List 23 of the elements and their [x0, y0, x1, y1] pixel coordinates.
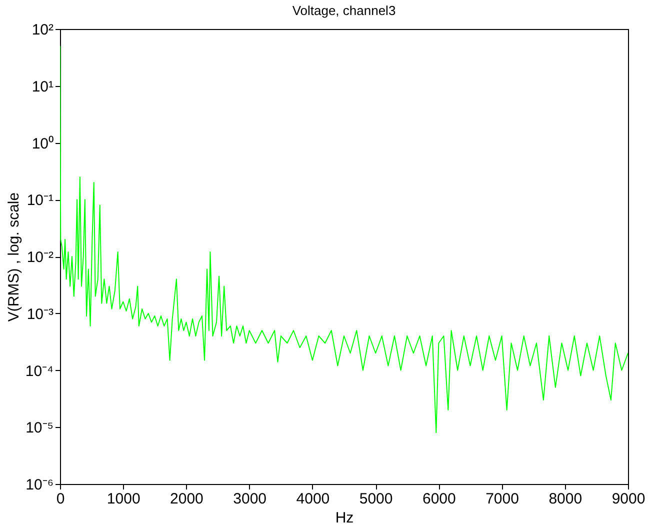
y-tick-label: 10⁻¹: [26, 192, 54, 210]
x-tick-label: 8000: [548, 490, 582, 508]
x-tick-label: 7000: [486, 490, 519, 508]
x-tick-label: 4000: [296, 490, 330, 508]
x-axis-title: Hz: [335, 510, 354, 526]
chart-title: Voltage, channel3: [292, 3, 396, 18]
y-tick-label: 10⁻⁵: [26, 420, 54, 437]
y-tick-label: 10⁻⁶: [26, 476, 54, 494]
x-tick-label: 2000: [170, 490, 204, 508]
y-tick-label: 10¹: [32, 78, 54, 96]
x-tick-label: 5000: [359, 490, 393, 508]
y-tick-label: 10⁻²: [26, 249, 54, 266]
x-tick-label: 9000: [612, 490, 646, 508]
y-tick-label: 10⁰: [32, 135, 54, 152]
x-tick-label: 1000: [106, 490, 140, 508]
x-tick-label: 3000: [233, 490, 267, 508]
x-tick-label: 0: [56, 490, 65, 508]
y-tick-label: 10⁻⁴: [25, 362, 54, 380]
y-axis-title: V(RMS) , log. scale: [5, 192, 22, 322]
y-tick-label: 10²: [32, 22, 54, 38]
line-series: [60, 46, 628, 434]
y-tick-label: 10⁻³: [26, 306, 54, 323]
x-tick-label: 6000: [422, 490, 456, 508]
